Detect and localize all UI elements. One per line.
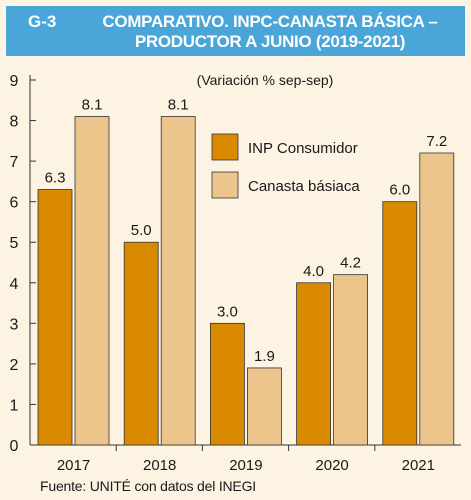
x-tick-label: 2020 <box>315 457 348 474</box>
bar-canasta-2019 <box>246 367 282 446</box>
chart-title: COMPARATIVO. INPC-CANASTA BÁSICA – PRODU… <box>90 12 450 52</box>
bar-inp-2019 <box>209 322 245 446</box>
bar-chart: 0 1 2 3 4 5 6 7 8 9 (Variación % sep-sep) 6.3 8.1 201… <box>10 72 461 474</box>
bar-inp-2018 <box>123 241 159 446</box>
bar-canasta-2020 <box>333 274 369 446</box>
x-tick-label: 2019 <box>229 457 262 474</box>
y-tick-label: 7 <box>10 154 19 171</box>
legend-label-inp: INP Consumidor <box>248 140 358 157</box>
bar-value-label: 6.0 <box>389 182 410 199</box>
chart-title-line2: PRODUCTOR A JUNIO (2019-2021) <box>134 32 406 51</box>
chart-code: G-3 <box>28 12 57 31</box>
y-tick-label: 6 <box>10 195 19 212</box>
bar-value-label: 8.1 <box>82 97 103 114</box>
legend-label-canasta: Canasta básiaca <box>248 178 360 195</box>
y-tick-label: 3 <box>10 316 19 333</box>
bar-inp-2017 <box>37 189 73 446</box>
bar-canasta-2017 <box>74 116 110 446</box>
bar-value-label: 6.3 <box>45 170 66 187</box>
bar-value-label: 5.0 <box>131 222 152 239</box>
x-tick-label: 2021 <box>402 457 435 474</box>
bar-value-label: 3.0 <box>217 303 238 320</box>
x-tick-label: 2017 <box>57 457 90 474</box>
bar-value-label: 7.2 <box>426 133 447 150</box>
source-note: Fuente: UNITÉ con datos del INEGI <box>40 478 256 494</box>
y-tick-label: 8 <box>10 114 19 131</box>
y-tick-label: 9 <box>10 73 19 90</box>
y-tick-label: 4 <box>10 276 19 293</box>
bar-inp-2021 <box>382 201 418 446</box>
y-tick-label: 5 <box>10 235 19 252</box>
y-tick-label: 0 <box>10 438 19 455</box>
bar-value-label: 1.9 <box>254 348 275 365</box>
x-tick-label: 2018 <box>143 457 176 474</box>
bar-canasta-2021 <box>419 152 455 446</box>
chart-title-line1: COMPARATIVO. INPC-CANASTA BÁSICA – <box>102 12 438 31</box>
bar-inp-2020 <box>296 282 332 446</box>
bar-value-label: 8.1 <box>168 97 189 114</box>
y-tick-label: 2 <box>10 357 19 374</box>
bar-canasta-2018 <box>160 116 196 446</box>
bar-value-label: 4.0 <box>303 263 324 280</box>
bar-value-label: 4.2 <box>340 255 361 272</box>
legend-swatch-inp <box>211 133 239 161</box>
legend-swatch-canasta <box>211 171 239 199</box>
title-bar: G-3 COMPARATIVO. INPC-CANASTA BÁSICA – P… <box>6 6 465 56</box>
y-tick-label: 1 <box>10 397 19 414</box>
chart-subtitle: (Variación % sep-sep) <box>197 72 334 88</box>
